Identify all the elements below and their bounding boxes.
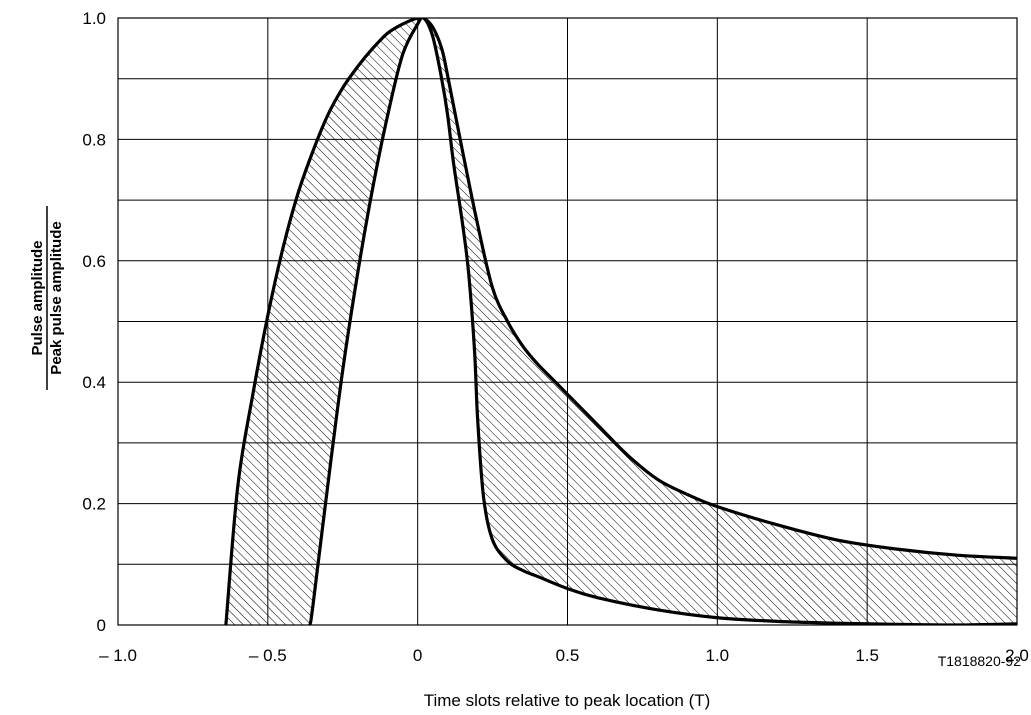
x-axis-label: Time slots relative to peak location (T): [424, 691, 711, 710]
x-tick-label: – 0.5: [249, 646, 287, 665]
figure-reference: T1818820-92: [938, 653, 1022, 669]
y-tick-label: 0.8: [82, 130, 106, 149]
y-tick-label: 0: [97, 616, 106, 635]
y-axis-label-denominator: Peak pulse amplitude: [48, 221, 65, 374]
x-tick-label: 0.5: [556, 646, 580, 665]
x-tick-label: 1.0: [706, 646, 730, 665]
x-tick-label: 0: [413, 646, 422, 665]
y-axis-label: Pulse amplitude Peak pulse amplitude: [29, 206, 65, 390]
x-tick-label: 2.0: [1005, 646, 1029, 665]
y-axis-label-numerator: Pulse amplitude: [29, 240, 46, 355]
plot-frame: [117, 17, 1018, 626]
y-tick-label: 0.6: [82, 252, 106, 271]
lower-mask-curve: [308, 18, 1017, 625]
upper-mask-curve: [224, 18, 1017, 625]
x-tick-label: – 1.0: [99, 646, 137, 665]
y-tick-label: 0.2: [82, 495, 106, 514]
x-axis-ticks: – 1.0 – 0.5 0 0.5 1.0 1.5 2.0: [99, 646, 1029, 665]
x-tick-label: 1.5: [855, 646, 879, 665]
y-axis-ticks: 0 0.2 0.4 0.6 0.8 1.0: [82, 9, 106, 635]
y-tick-label: 0.4: [82, 373, 106, 392]
y-tick-label: 1.0: [82, 9, 106, 28]
mask-hatched-region: [225, 18, 1017, 625]
